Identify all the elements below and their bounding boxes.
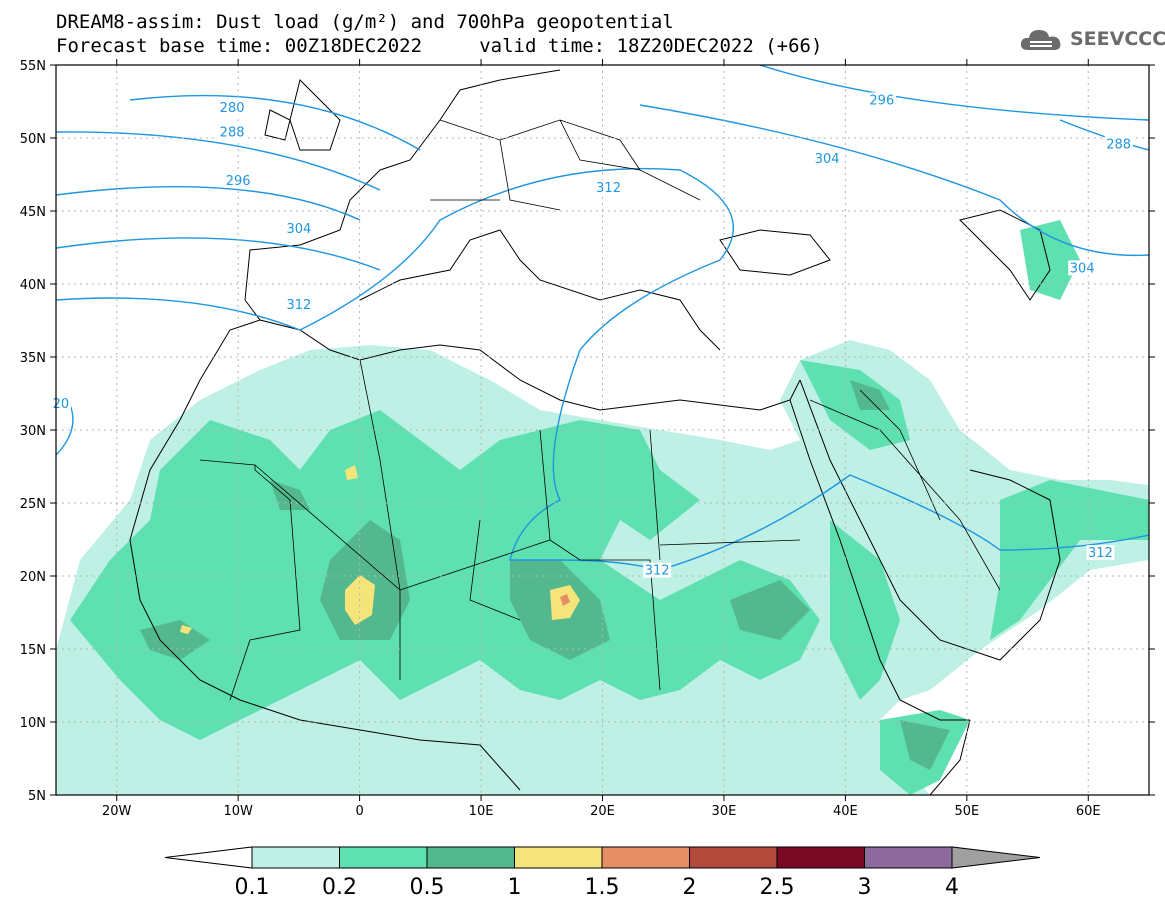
colorbar-over-arrow bbox=[951, 846, 1041, 869]
contour-label: 288 bbox=[1106, 137, 1131, 152]
coastline-caspian bbox=[959, 209, 1051, 301]
colorbar-segment bbox=[864, 846, 953, 869]
lon-tick-label: 60E bbox=[1076, 804, 1101, 819]
colorbar-label: 2 bbox=[683, 875, 697, 900]
colorbar-under-arrow bbox=[164, 846, 253, 869]
contour-label-bg bbox=[813, 150, 842, 166]
lat-tick-label: 25N bbox=[20, 497, 46, 512]
lat-tick-label: 20N bbox=[20, 570, 46, 585]
lat-tick-label: 35N bbox=[20, 351, 46, 366]
colorbar-label: 0.2 bbox=[322, 875, 357, 900]
contour-label-bg bbox=[643, 562, 672, 578]
contour-label: 312 bbox=[596, 181, 621, 196]
colorbar-segment bbox=[426, 846, 515, 869]
lat-tick-label: 40N bbox=[20, 278, 46, 293]
dust-fields bbox=[56, 220, 1149, 795]
contour-labels: 280 288 296 304 312 20 312 296 304 288 304 312 312 bbox=[50, 92, 1133, 579]
contour-label: 312 bbox=[645, 564, 670, 579]
colorbar-label: 1.5 bbox=[585, 875, 620, 900]
forecast-times: Forecast base time: 00Z18DEC2022 valid t… bbox=[56, 35, 823, 57]
contour-label-bg bbox=[1104, 136, 1133, 152]
colorbar-segment bbox=[689, 846, 778, 869]
contour-label: 296 bbox=[226, 174, 251, 189]
lat-tick-label: 15N bbox=[20, 643, 46, 658]
logo-text: SEEVCCC bbox=[1070, 28, 1165, 50]
lon-tick-label: 20W bbox=[102, 804, 132, 819]
map-title: DREAM8-assim: Dust load (g/m²) and 700hP… bbox=[56, 11, 674, 33]
contour-312 bbox=[56, 167, 1149, 571]
lon-tick-label: 10W bbox=[223, 804, 253, 819]
contour-label: 296 bbox=[869, 94, 894, 109]
colorbar-label: 3 bbox=[858, 875, 872, 900]
colorbar-label: 2.5 bbox=[760, 875, 795, 900]
lon-tick-label: 30E bbox=[712, 804, 737, 819]
contour-label: 312 bbox=[1088, 546, 1113, 561]
geopotential-contours bbox=[56, 65, 1149, 571]
contour-label-bg bbox=[284, 220, 313, 236]
contour-label: 20 bbox=[53, 397, 70, 412]
coastline-british-isles bbox=[264, 79, 341, 151]
axis-labels: 20W 10W 0 10E 20E 30E 40E 50E 60E 55N 50N 45N 40N 35N… bbox=[20, 59, 1101, 819]
contour-label: 304 bbox=[815, 152, 840, 167]
colorbar-segment bbox=[601, 846, 690, 869]
contour-320 bbox=[56, 404, 74, 456]
lat-tick-label: 10N bbox=[20, 716, 46, 731]
lat-tick-label: 30N bbox=[20, 424, 46, 439]
dust-field-peak bbox=[560, 594, 570, 606]
contour-label-bg bbox=[594, 180, 623, 196]
lon-tick-label: 0 bbox=[355, 804, 363, 819]
colorbar-segment bbox=[339, 846, 428, 869]
colorbar-segment bbox=[251, 846, 340, 869]
cloud-icon bbox=[1020, 30, 1061, 50]
coastline-horn-africa bbox=[929, 719, 971, 795]
dust-field-mid-east bbox=[800, 220, 1149, 795]
lat-tick-label: 50N bbox=[20, 132, 46, 147]
contour-label-bg bbox=[224, 172, 253, 188]
colorbar-label: 1 bbox=[508, 875, 522, 900]
colorbar-label: 4 bbox=[945, 875, 959, 900]
lat-tick-label: 45N bbox=[20, 205, 46, 220]
lon-tick-label: 20E bbox=[590, 804, 615, 819]
colorbar-segment bbox=[514, 846, 603, 869]
coastline-red-sea bbox=[789, 379, 1061, 721]
seevccc-logo: SEEVCCC bbox=[1018, 24, 1165, 54]
colorbar: 0.1 0.2 0.5 1 1.5 2 2.5 3 4 bbox=[164, 846, 1041, 900]
borders-europe bbox=[430, 119, 701, 211]
coastline-mediterranean bbox=[359, 229, 721, 351]
contour-label-bg bbox=[1068, 260, 1097, 276]
lat-tick-label: 55N bbox=[20, 59, 46, 74]
contour-label-bg bbox=[218, 99, 247, 115]
colorbar-label: 0.1 bbox=[235, 875, 270, 900]
lon-tick-label: 10E bbox=[469, 804, 494, 819]
country-borders bbox=[199, 119, 1001, 701]
borders-africa bbox=[199, 359, 801, 701]
contour-label-bg bbox=[284, 296, 313, 312]
contour-label: 288 bbox=[220, 126, 245, 141]
coastline-black-sea bbox=[719, 229, 831, 276]
colorbar-segment bbox=[776, 846, 865, 869]
lat-tick-label: 5N bbox=[28, 789, 46, 804]
contour-label: 304 bbox=[286, 222, 311, 237]
contour-label: 304 bbox=[1070, 261, 1095, 276]
lon-tick-label: 40E bbox=[833, 804, 858, 819]
contour-296 bbox=[56, 65, 1149, 221]
coastline-europe-africa bbox=[129, 69, 801, 791]
contour-280 bbox=[129, 94, 421, 151]
lon-tick-label: 50E bbox=[954, 804, 979, 819]
contour-label: 312 bbox=[286, 298, 311, 313]
coastlines bbox=[129, 69, 1061, 795]
contour-label-bg bbox=[1086, 545, 1115, 561]
contour-304 bbox=[56, 104, 1149, 271]
colorbar-label: 0.5 bbox=[410, 875, 445, 900]
axis-ticks bbox=[50, 59, 1155, 801]
contour-label-bg bbox=[867, 92, 896, 108]
contour-label-bg bbox=[218, 124, 247, 140]
dust-field-high bbox=[140, 380, 950, 770]
contour-label: 280 bbox=[220, 101, 245, 116]
